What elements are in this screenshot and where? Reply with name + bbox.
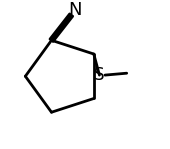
Text: N: N [68, 1, 82, 20]
Text: S: S [94, 66, 105, 84]
